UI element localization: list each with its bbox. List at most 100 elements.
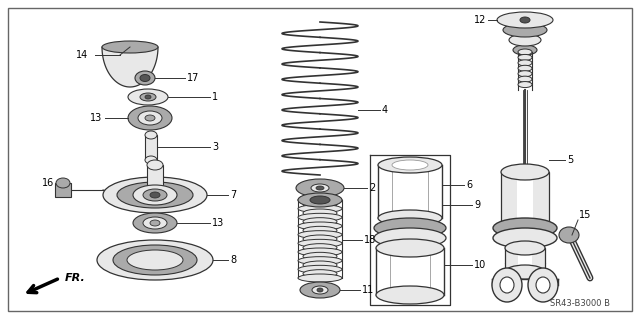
Bar [55,183,71,197]
Ellipse shape [145,131,157,139]
Ellipse shape [138,111,162,125]
Ellipse shape [518,71,532,77]
Ellipse shape [298,274,342,282]
Bar [501,172,549,228]
Ellipse shape [528,268,558,302]
Ellipse shape [303,261,337,269]
Ellipse shape [497,12,553,28]
Ellipse shape [298,257,342,265]
Ellipse shape [505,265,545,279]
Ellipse shape [509,34,541,46]
Ellipse shape [135,71,155,85]
Text: 17: 17 [187,73,200,83]
Ellipse shape [316,186,324,190]
Text: 1: 1 [212,92,218,102]
Ellipse shape [317,288,323,292]
Ellipse shape [298,222,342,230]
Ellipse shape [303,209,337,217]
Ellipse shape [503,23,547,37]
Ellipse shape [378,210,442,226]
Ellipse shape [559,227,579,243]
Ellipse shape [140,75,150,81]
Ellipse shape [518,76,532,82]
Ellipse shape [298,193,342,207]
Text: 13: 13 [212,218,224,228]
Ellipse shape [518,49,532,55]
Ellipse shape [303,252,337,260]
Ellipse shape [374,218,446,238]
Bar [505,248,545,272]
Bar [145,135,157,160]
Ellipse shape [117,182,193,208]
Ellipse shape [376,239,444,257]
Ellipse shape [493,228,557,248]
Ellipse shape [147,160,163,170]
Text: SR43-B3000 B: SR43-B3000 B [550,299,610,308]
Ellipse shape [392,160,428,170]
Ellipse shape [150,192,160,198]
Bar [147,165,163,195]
PathPatch shape [102,47,158,87]
Text: 10: 10 [474,260,486,270]
Ellipse shape [378,157,442,173]
Ellipse shape [298,248,342,256]
Ellipse shape [518,82,532,88]
Ellipse shape [145,115,155,121]
Ellipse shape [303,200,337,208]
Ellipse shape [133,185,177,205]
Ellipse shape [493,218,557,238]
Text: 3: 3 [212,142,218,152]
Text: 5: 5 [567,155,573,165]
Ellipse shape [303,218,337,226]
Text: 7: 7 [230,190,236,200]
Ellipse shape [133,213,177,233]
Ellipse shape [492,268,522,302]
Ellipse shape [518,65,532,71]
Ellipse shape [102,41,158,53]
Text: 15: 15 [579,210,591,220]
Text: 14: 14 [76,50,88,60]
Ellipse shape [500,277,514,293]
Ellipse shape [536,277,550,293]
Ellipse shape [520,17,530,23]
Ellipse shape [145,95,151,99]
Ellipse shape [298,239,342,247]
Ellipse shape [300,282,340,298]
Text: 6: 6 [466,180,472,190]
Ellipse shape [56,178,70,188]
Ellipse shape [298,205,342,213]
Text: 16: 16 [42,178,54,188]
Ellipse shape [518,60,532,66]
Ellipse shape [143,217,167,229]
Ellipse shape [97,240,213,280]
Text: 2: 2 [369,183,375,193]
Ellipse shape [312,286,328,294]
Ellipse shape [311,184,329,192]
Bar [518,248,532,272]
Ellipse shape [147,190,163,200]
Ellipse shape [303,235,337,243]
Ellipse shape [374,228,446,248]
Ellipse shape [298,231,342,239]
Text: 13: 13 [90,113,102,123]
Ellipse shape [298,213,342,221]
Ellipse shape [127,250,183,270]
Ellipse shape [303,244,337,252]
Ellipse shape [518,55,532,60]
Ellipse shape [303,226,337,234]
Ellipse shape [376,286,444,304]
Ellipse shape [113,245,197,275]
Ellipse shape [128,106,172,130]
Text: 8: 8 [230,255,236,265]
Ellipse shape [501,220,549,236]
Bar [517,172,533,228]
Ellipse shape [298,265,342,273]
Ellipse shape [128,89,168,105]
Text: 9: 9 [474,200,480,210]
Text: 4: 4 [382,105,388,115]
Text: FR.: FR. [65,273,86,283]
Text: 12: 12 [474,15,486,25]
Ellipse shape [103,177,207,213]
Ellipse shape [501,164,549,180]
Ellipse shape [150,220,160,226]
